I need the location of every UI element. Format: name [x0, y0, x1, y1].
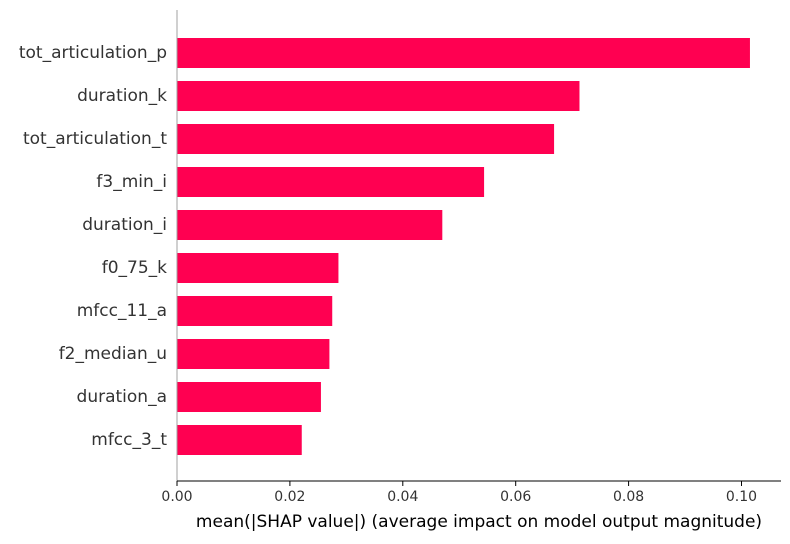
- x-ticks: 0.00 0.02 0.04 0.06 0.08 0.10: [161, 481, 757, 505]
- y-tick-label: duration_i: [82, 215, 167, 235]
- bar: [177, 81, 580, 111]
- bar: [177, 253, 339, 283]
- y-tick-label: f3_min_i: [96, 172, 167, 192]
- x-tick-label: 0.00: [161, 489, 192, 505]
- y-tick-label: tot_articulation_t: [23, 129, 167, 149]
- y-tick-label: f2_median_u: [59, 344, 167, 364]
- x-tick-label: 0.04: [387, 489, 418, 505]
- y-tick-labels: tot_articulation_p duration_k tot_articula…: [19, 43, 167, 450]
- bar: [177, 425, 302, 455]
- y-tick-label: duration_k: [77, 86, 167, 106]
- bar: [177, 124, 555, 154]
- bar: [177, 38, 750, 68]
- x-tick-label: 0.06: [500, 489, 531, 505]
- bar: [177, 167, 485, 197]
- bar: [177, 210, 443, 240]
- bar: [177, 339, 330, 369]
- y-tick-label: duration_a: [77, 387, 167, 407]
- x-tick-label: 0.10: [726, 489, 757, 505]
- y-tick-label: mfcc_3_t: [91, 430, 167, 450]
- y-tick-label: mfcc_11_a: [77, 301, 167, 321]
- bar: [177, 296, 333, 326]
- x-axis-label: mean(|SHAP value|) (average impact on mo…: [196, 512, 762, 532]
- y-tick-label: tot_articulation_p: [19, 43, 167, 63]
- bar: [177, 382, 321, 412]
- bars-layer: [177, 38, 750, 455]
- x-tick-label: 0.02: [274, 489, 305, 505]
- x-tick-label: 0.08: [613, 489, 644, 505]
- y-tick-label: f0_75_k: [102, 258, 167, 278]
